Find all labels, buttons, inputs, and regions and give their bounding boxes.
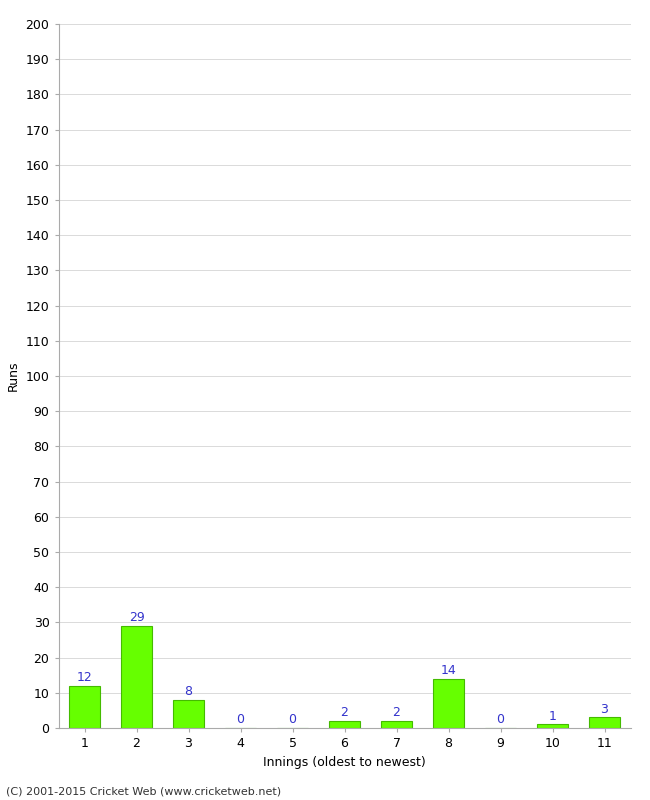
Bar xyxy=(329,721,360,728)
Text: 2: 2 xyxy=(341,706,348,719)
Bar xyxy=(381,721,412,728)
Bar xyxy=(69,686,100,728)
Text: 2: 2 xyxy=(393,706,400,719)
Text: 0: 0 xyxy=(497,714,504,726)
Text: 1: 1 xyxy=(549,710,556,722)
Text: (C) 2001-2015 Cricket Web (www.cricketweb.net): (C) 2001-2015 Cricket Web (www.cricketwe… xyxy=(6,786,281,796)
Text: 0: 0 xyxy=(289,714,296,726)
Bar xyxy=(589,718,620,728)
Text: 29: 29 xyxy=(129,611,144,624)
Text: 3: 3 xyxy=(601,702,608,716)
Text: 8: 8 xyxy=(185,685,192,698)
Bar xyxy=(537,725,568,728)
X-axis label: Innings (oldest to newest): Innings (oldest to newest) xyxy=(263,755,426,769)
Bar xyxy=(121,626,152,728)
Bar xyxy=(173,700,204,728)
Text: 12: 12 xyxy=(77,671,92,684)
Text: 0: 0 xyxy=(237,714,244,726)
Text: 14: 14 xyxy=(441,664,456,677)
Y-axis label: Runs: Runs xyxy=(7,361,20,391)
Bar xyxy=(433,678,464,728)
